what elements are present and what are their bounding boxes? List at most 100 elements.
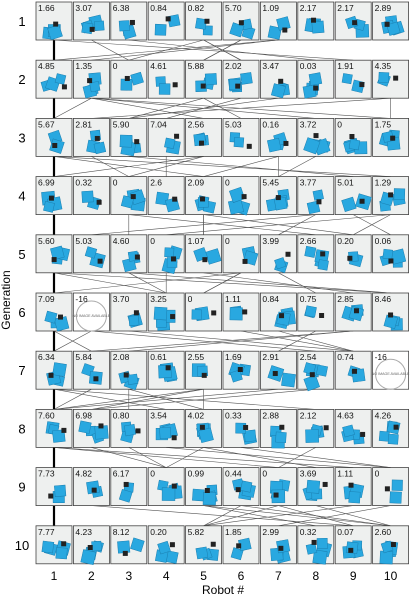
robot-cell: 0.07 xyxy=(334,525,372,565)
lineage-line xyxy=(53,388,167,410)
robot-cell: 0.20 xyxy=(334,234,372,274)
fitness-value: 4.02 xyxy=(188,410,205,420)
robot-cell: 0 xyxy=(185,292,223,332)
robot-motor xyxy=(211,310,217,316)
robot-motor xyxy=(172,82,178,88)
robot-cell: 2.91 xyxy=(259,350,297,390)
robot-cube xyxy=(342,424,355,438)
lineage-line xyxy=(53,388,316,410)
lineage-line xyxy=(128,39,204,61)
robot-cell: 2.85 xyxy=(334,292,372,332)
robot-motor xyxy=(384,486,390,492)
robot-cell: NO IMAGE AVAILABLE -16 xyxy=(73,292,111,332)
robot-cell: 2.66 xyxy=(297,234,335,274)
robot-motor xyxy=(320,251,326,257)
robot-cube xyxy=(204,73,218,86)
fitness-value: 7.73 xyxy=(38,469,55,479)
lineage-line xyxy=(53,330,92,352)
fitness-value: 0.20 xyxy=(337,236,354,246)
robot-motor xyxy=(359,198,365,204)
robot-cell: 6.99 xyxy=(35,176,73,216)
robot-motor xyxy=(199,424,205,430)
fitness-value: 0 xyxy=(337,119,342,129)
column-label: 3 xyxy=(125,569,132,583)
lineage-line xyxy=(128,272,167,294)
robot-motor xyxy=(236,543,242,549)
fitness-value: 5.90 xyxy=(113,119,130,129)
robot-cube xyxy=(240,480,253,493)
robot-motor xyxy=(353,308,359,314)
lineage-line xyxy=(53,447,354,468)
fitness-value: 0 xyxy=(150,469,155,479)
lineage-line xyxy=(91,388,204,410)
row-label: 2 xyxy=(18,72,25,87)
fitness-value: 0.20 xyxy=(150,527,167,537)
robot-motor xyxy=(384,21,390,27)
robot-cell: 2.6 xyxy=(147,176,185,216)
robot-cell: 3.77 xyxy=(297,176,335,216)
lineage-line xyxy=(53,272,167,294)
robot-cube xyxy=(302,84,317,99)
robot-cell: 0.20 xyxy=(147,525,185,565)
robot-cell: 0.80 xyxy=(110,408,148,448)
lineage-line xyxy=(91,156,129,177)
robot-motor xyxy=(87,78,93,84)
robot-cell: 1.29 xyxy=(372,176,410,216)
robot-motor xyxy=(279,424,285,430)
robot-cell: 5.90 xyxy=(110,118,148,157)
cell-frame xyxy=(222,118,260,157)
fitness-value: 2.17 xyxy=(300,3,317,13)
robot-cell: 0 xyxy=(259,467,297,507)
robot-motor xyxy=(349,134,355,140)
no-image-circle xyxy=(75,300,107,332)
robot-cube xyxy=(120,195,135,209)
fitness-value: 0.80 xyxy=(113,410,130,420)
robot-motor xyxy=(134,139,140,145)
robot-cell: 1.35 xyxy=(73,59,110,99)
robot-cell: 2.17 xyxy=(297,1,335,41)
robot-motor xyxy=(316,199,322,205)
robot-cell: 1.91 xyxy=(334,59,372,99)
lineage-line xyxy=(91,214,316,236)
robot-cell: 0 xyxy=(147,234,185,275)
robot-cube xyxy=(80,549,97,566)
robot-cell: 4.35 xyxy=(372,59,410,99)
lineage-line xyxy=(203,505,279,527)
fitness-value: 5.88 xyxy=(188,61,205,71)
lineage-line xyxy=(278,505,354,527)
fitness-value: 3.69 xyxy=(300,469,317,479)
robot-cube xyxy=(386,420,401,435)
robot-motor xyxy=(285,251,291,257)
lineage-line xyxy=(53,156,391,177)
fitness-value: 0.32 xyxy=(300,527,317,537)
cell-frame xyxy=(334,59,372,99)
robot-cube xyxy=(202,491,217,506)
fitness-value: 3.47 xyxy=(262,61,279,71)
robot-cell: 0.99 xyxy=(185,467,223,507)
robot-motor xyxy=(171,483,177,489)
robot-cube xyxy=(43,200,55,213)
lineage-line xyxy=(53,447,279,468)
column-label: 9 xyxy=(350,569,357,583)
fitness-value: 3.77 xyxy=(300,178,317,188)
robot-cube xyxy=(378,72,390,83)
robot-motor xyxy=(352,368,358,374)
lineage-line xyxy=(203,272,354,294)
robot-motor xyxy=(53,21,59,27)
fitness-value: 2.89 xyxy=(375,3,392,13)
row-label: 5 xyxy=(18,247,25,262)
robot-motor xyxy=(170,314,176,320)
robot-cell: 1.66 xyxy=(35,1,73,41)
robot-motor xyxy=(282,27,288,33)
robot-cell: 5.88 xyxy=(185,59,223,99)
robot-motor xyxy=(51,257,57,263)
fitness-value: 1.11 xyxy=(337,469,353,479)
fitness-value: -16 xyxy=(75,294,88,304)
robot-cell: 7.77 xyxy=(35,525,73,565)
lineage-line xyxy=(91,97,391,119)
robot-motor xyxy=(238,20,244,26)
fitness-value: 2.12 xyxy=(300,410,317,420)
robot-cube xyxy=(229,307,243,321)
robot-motor xyxy=(165,16,171,22)
robot-motor xyxy=(359,82,365,88)
